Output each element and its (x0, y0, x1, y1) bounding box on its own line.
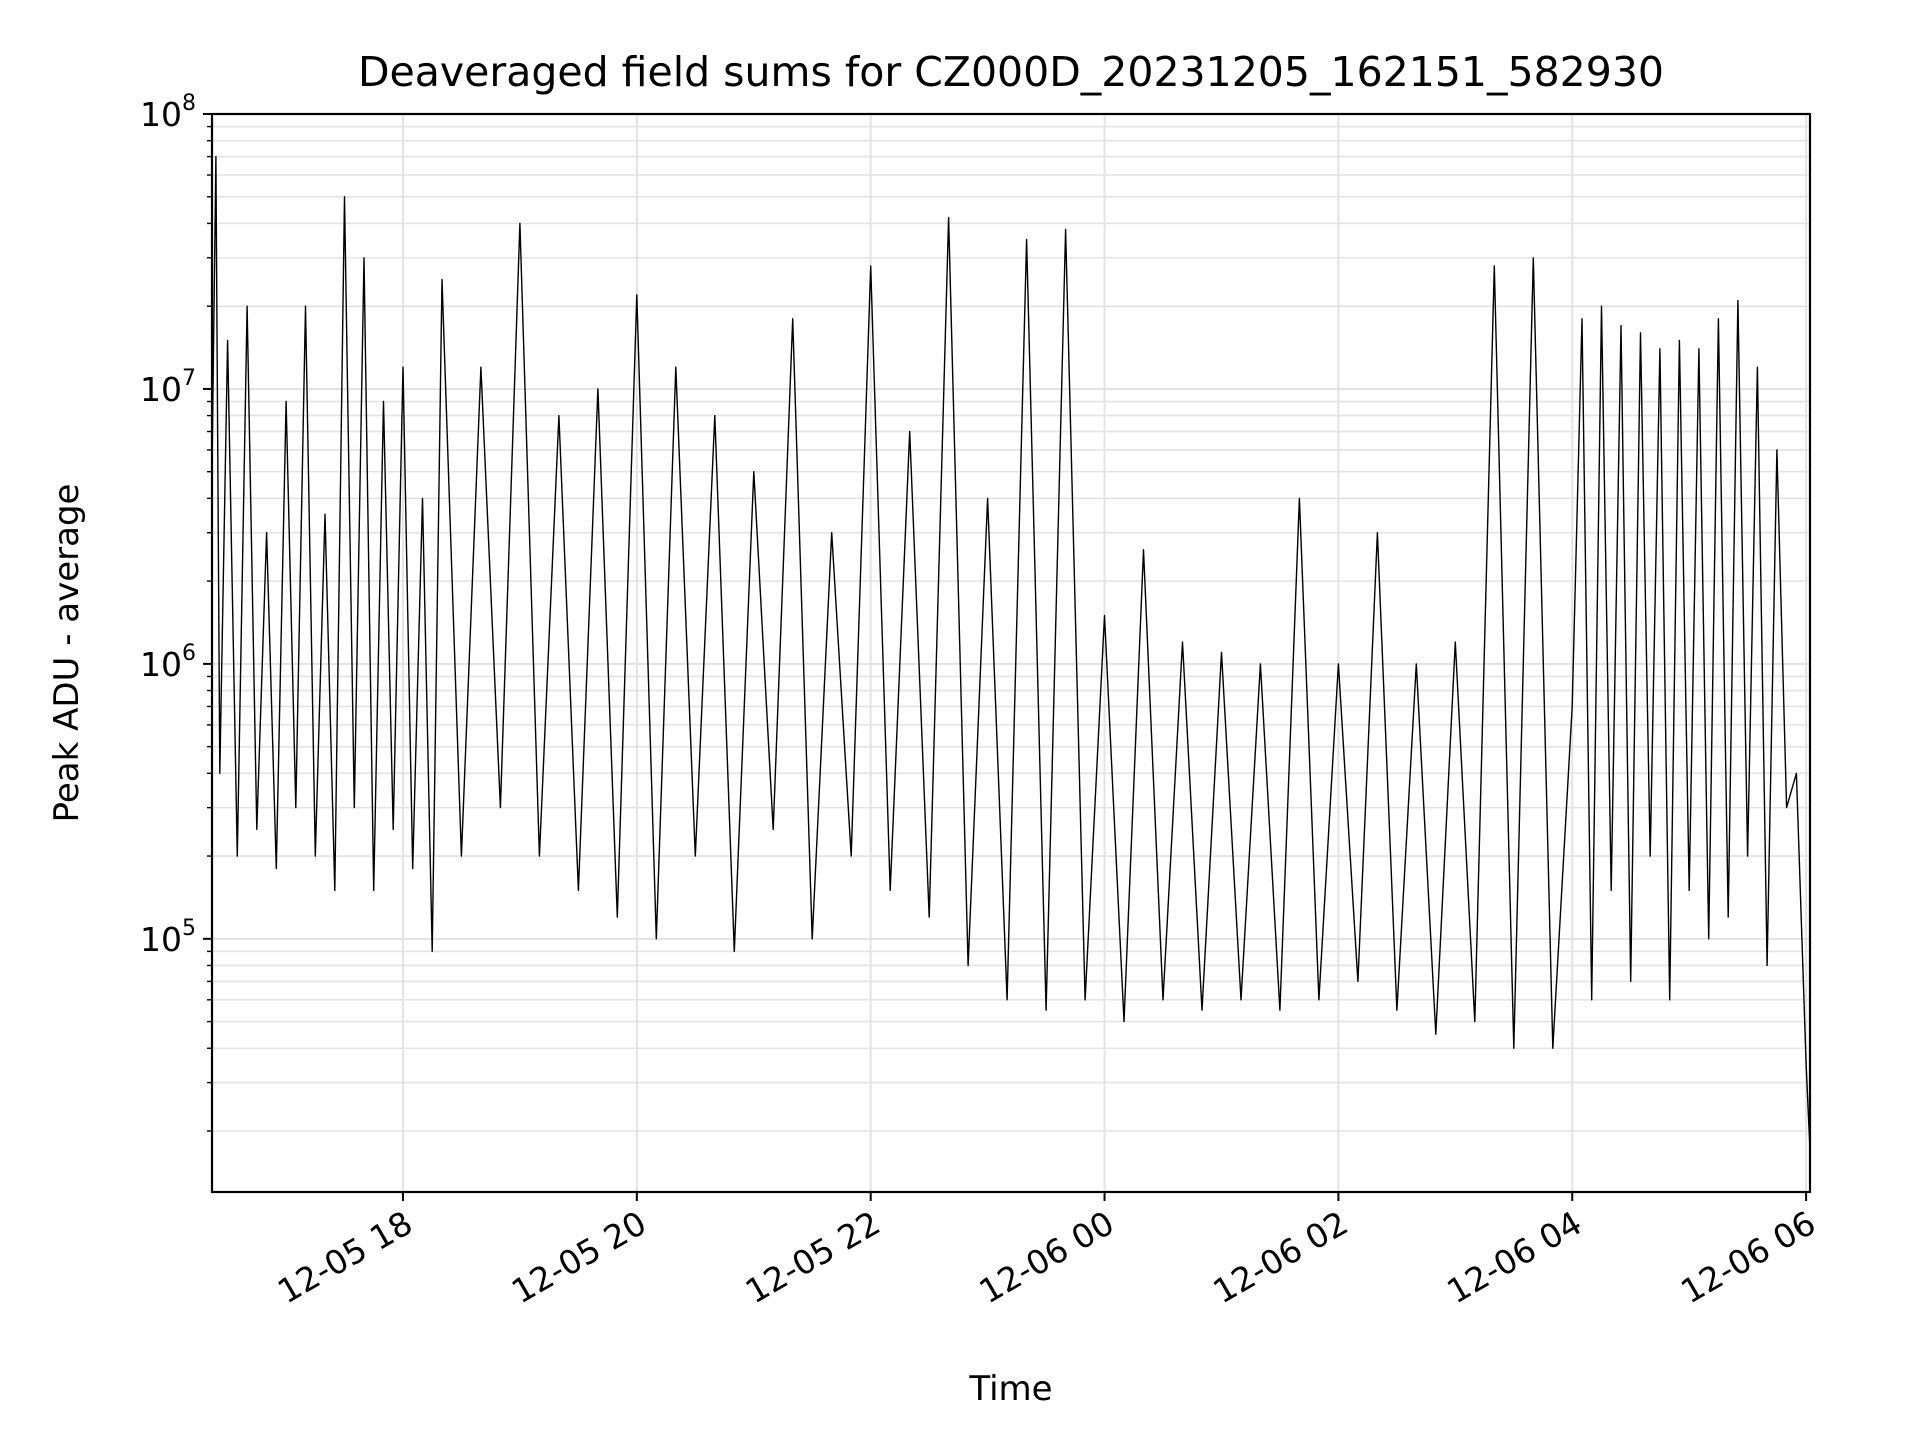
y-tick-label: 106 (140, 641, 196, 684)
y-tick-label: 108 (140, 91, 196, 134)
series-group (211, 155, 1811, 1151)
series-line (211, 155, 1811, 1151)
y-tick-label: 107 (140, 366, 196, 409)
chart-title: Deaveraged field sums for CZ000D_2023120… (358, 48, 1664, 96)
y-tick-label: 105 (140, 916, 196, 959)
plot-frame (210, 112, 1812, 1194)
x-axis-label: Time (968, 1369, 1052, 1409)
y-axis-label: Peak ADU - average (47, 484, 87, 823)
grid (212, 113, 1810, 1192)
